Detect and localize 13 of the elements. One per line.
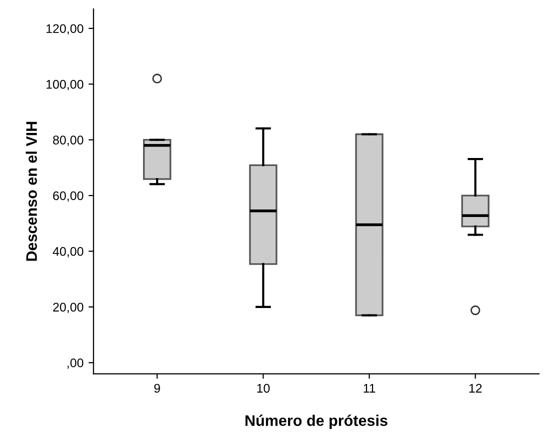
x-axis-title: Número de prótesis — [246, 414, 388, 429]
y-tick-label: 60,00 — [53, 191, 84, 202]
y-tick-label: 80,00 — [53, 136, 84, 146]
x-tick-label: 12 — [469, 384, 482, 393]
y-tick-label: 100,00 — [46, 80, 84, 90]
y-tick-label: ,00 — [68, 358, 84, 369]
y-axis-title: Descenso en el VIH — [26, 122, 37, 261]
x-tick-label: 11 — [364, 384, 376, 393]
y-tick-label: 40,00 — [52, 247, 84, 258]
x-tick-label: 10 — [257, 384, 270, 393]
y-tick-label: 120,00 — [46, 24, 84, 35]
y-tick-label: 20,00 — [53, 302, 84, 314]
x-tick-label: 9 — [154, 384, 160, 393]
